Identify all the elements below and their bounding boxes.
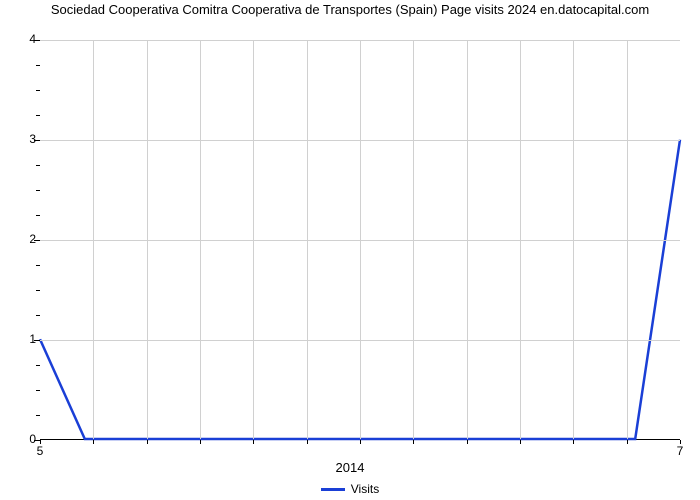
- plot-area: [40, 40, 680, 440]
- x-tick-minor: [680, 440, 681, 444]
- x-tick-minor: [520, 440, 521, 444]
- y-tick-minor: [36, 215, 40, 216]
- y-tick-minor: [36, 315, 40, 316]
- gridline-vertical: [467, 40, 468, 439]
- legend-swatch: [321, 488, 345, 491]
- x-tick-minor: [200, 440, 201, 444]
- legend: Visits: [0, 482, 700, 496]
- gridline-vertical: [573, 40, 574, 439]
- y-tick-minor: [36, 165, 40, 166]
- chart-title: Sociedad Cooperativa Comitra Cooperativa…: [0, 2, 700, 18]
- x-tick-minor: [467, 440, 468, 444]
- x-tick-label: 5: [37, 444, 44, 458]
- y-tick-mark: [34, 240, 40, 241]
- gridline-vertical: [413, 40, 414, 439]
- y-tick-minor: [36, 290, 40, 291]
- x-tick-minor: [627, 440, 628, 444]
- x-tick-minor: [147, 440, 148, 444]
- y-tick-label: 0: [6, 432, 36, 446]
- gridline-vertical: [627, 40, 628, 439]
- legend-label: Visits: [351, 482, 379, 496]
- chart-container: Sociedad Cooperativa Comitra Cooperativa…: [0, 0, 700, 500]
- y-tick-mark: [34, 340, 40, 341]
- gridline-vertical: [200, 40, 201, 439]
- y-tick-minor: [36, 115, 40, 116]
- y-tick-mark: [34, 140, 40, 141]
- y-tick-minor: [36, 390, 40, 391]
- x-tick-minor: [360, 440, 361, 444]
- gridline-vertical: [307, 40, 308, 439]
- x-tick-minor: [573, 440, 574, 444]
- gridline-vertical: [520, 40, 521, 439]
- y-tick-mark: [34, 40, 40, 41]
- x-tick-label: 7: [677, 444, 684, 458]
- y-tick-minor: [36, 90, 40, 91]
- y-tick-label: 1: [6, 332, 36, 346]
- gridline-vertical: [253, 40, 254, 439]
- x-tick-minor: [413, 440, 414, 444]
- x-axis-center-label: 2014: [0, 460, 700, 475]
- y-tick-label: 4: [6, 32, 36, 46]
- gridline-vertical: [93, 40, 94, 439]
- y-tick-label: 2: [6, 232, 36, 246]
- x-tick-minor: [40, 440, 41, 444]
- y-tick-minor: [36, 65, 40, 66]
- y-tick-minor: [36, 190, 40, 191]
- gridline-vertical: [147, 40, 148, 439]
- y-tick-minor: [36, 415, 40, 416]
- x-tick-minor: [307, 440, 308, 444]
- x-tick-minor: [93, 440, 94, 444]
- x-tick-minor: [253, 440, 254, 444]
- y-tick-minor: [36, 365, 40, 366]
- gridline-vertical: [360, 40, 361, 439]
- y-tick-label: 3: [6, 132, 36, 146]
- y-tick-minor: [36, 265, 40, 266]
